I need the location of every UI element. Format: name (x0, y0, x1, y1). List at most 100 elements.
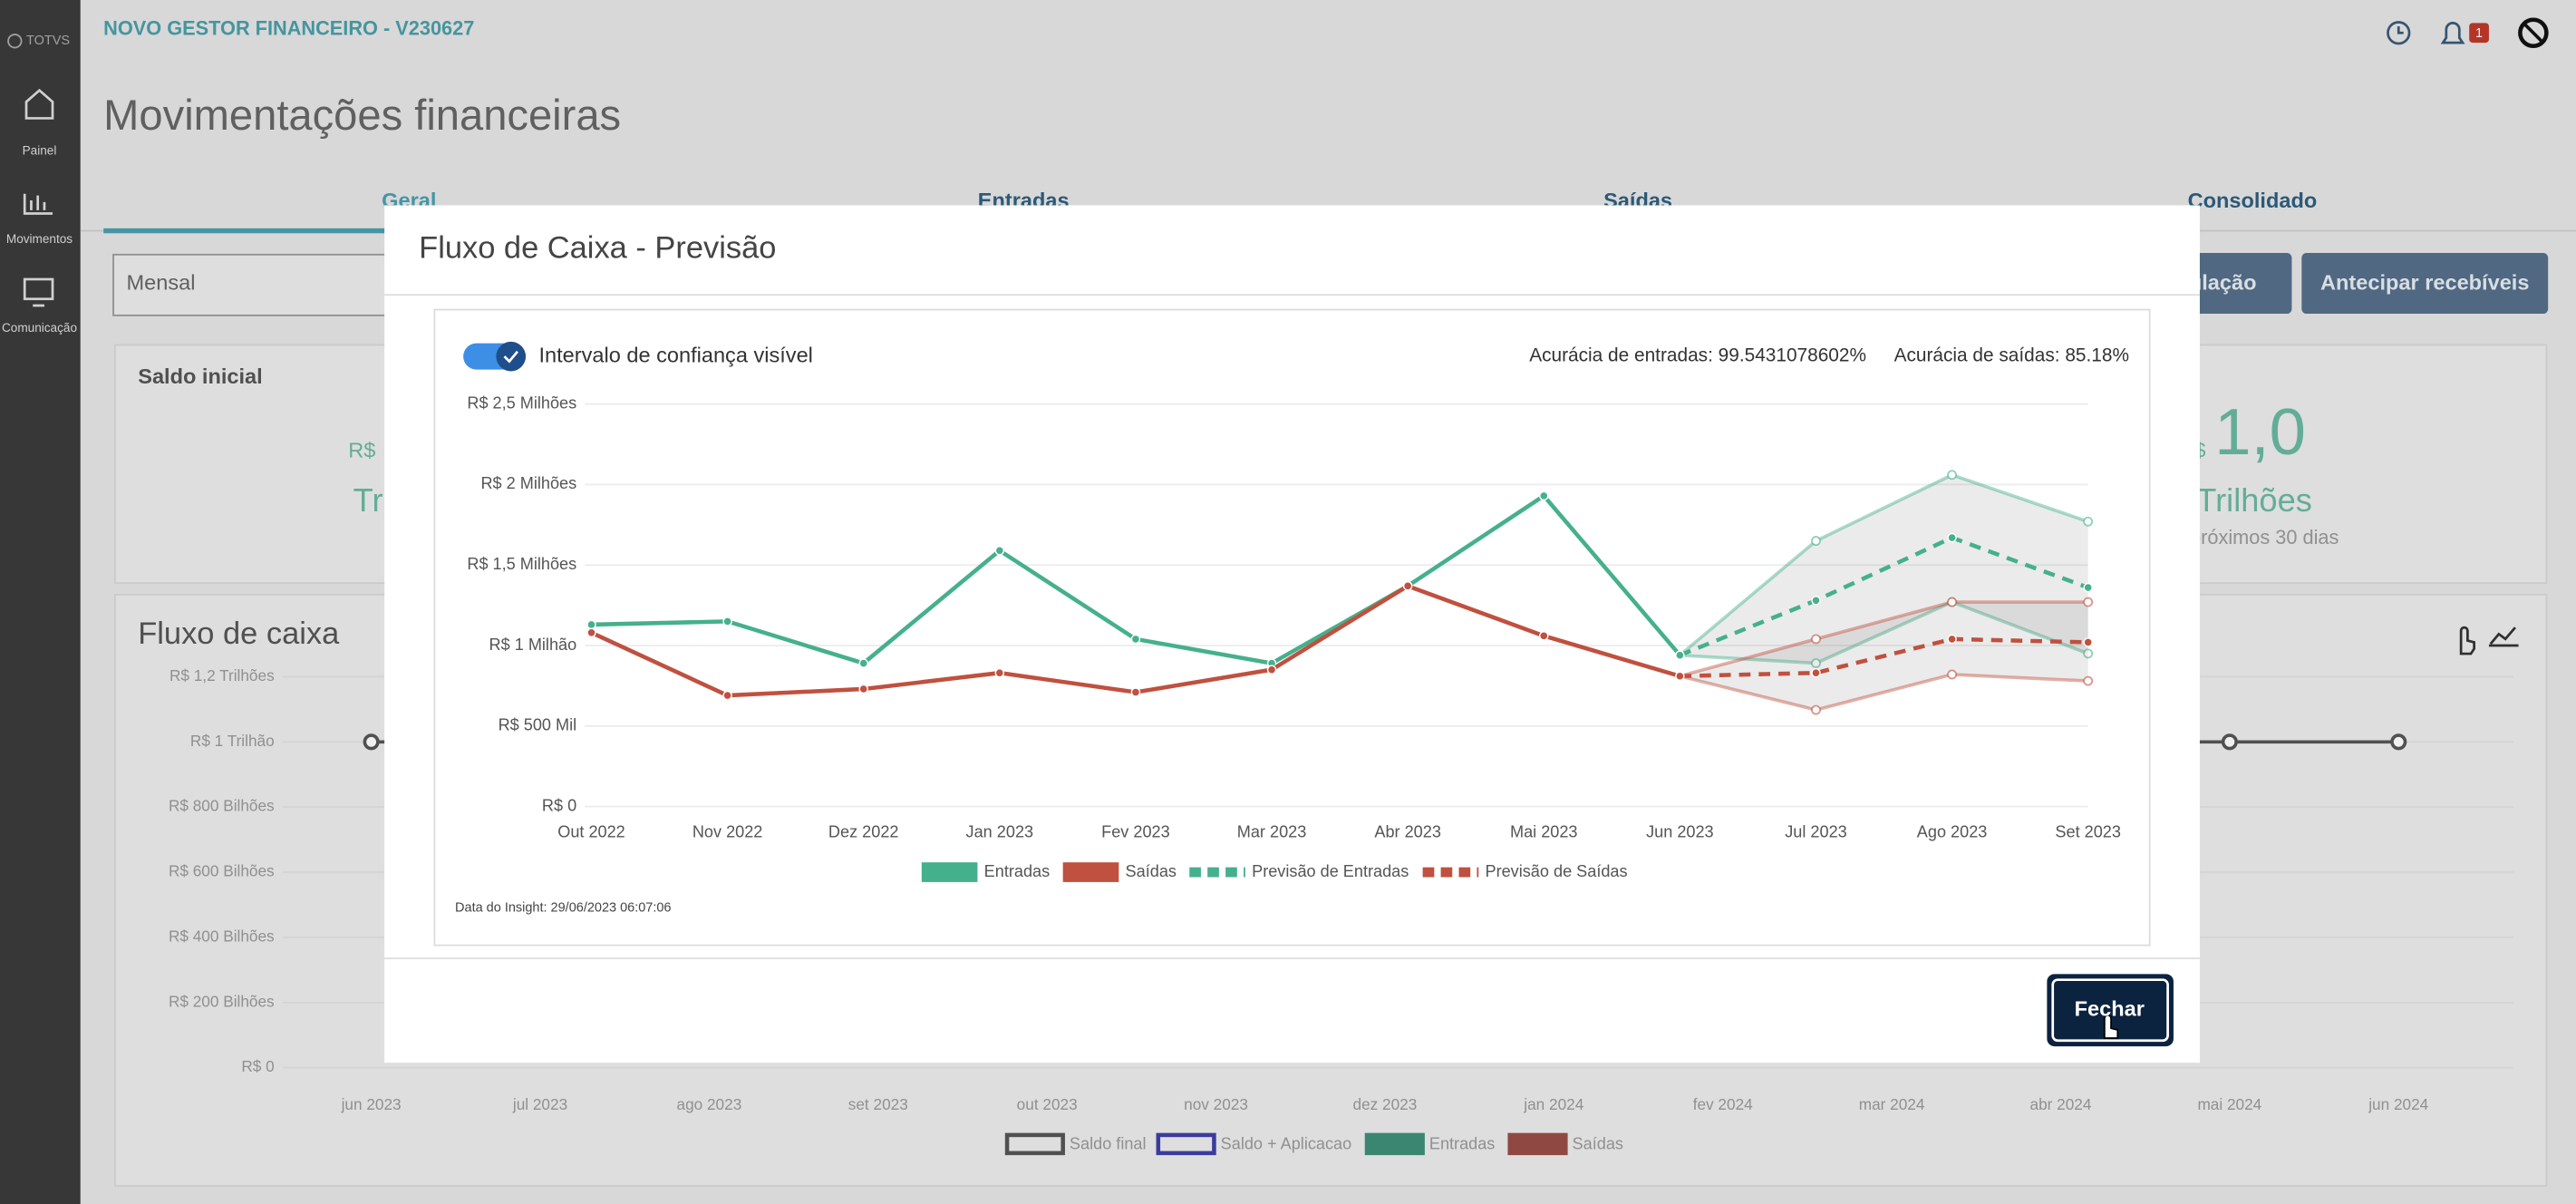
confidence-bound (1679, 472, 2089, 657)
x-tick-label: dez 2023 (1353, 1095, 1418, 1113)
sidebar-item: Movimentos (6, 232, 73, 246)
legend-label[interactable]: Saídas (1573, 1135, 1623, 1153)
series-point (1538, 631, 1549, 641)
header-icons (2387, 17, 2549, 48)
forecast-line (1679, 535, 2089, 657)
user-icon[interactable] (2518, 17, 2549, 48)
cursor (2103, 1014, 2119, 1039)
legend-label[interactable]: Saldo final (1070, 1135, 1147, 1153)
chart-tools (2459, 626, 2519, 655)
y-tick-label: R$ 200 Bilhões (169, 992, 275, 1010)
saldo-point (2390, 733, 2407, 751)
legend-label[interactable]: Previsão de Entradas (1252, 862, 1409, 880)
close-button-label[interactable]: Fechar (2075, 996, 2145, 1020)
close-button-focus (2051, 978, 2169, 1043)
sidebar-bg (0, 0, 81, 1204)
y-tick-label: R$ 2 Milhões (480, 474, 576, 492)
toggle-knob[interactable] (496, 341, 526, 372)
x-tick-label: Fev 2023 (1101, 822, 1170, 840)
legend-label[interactable]: Saldo + Aplicacao (1221, 1135, 1352, 1153)
home-icon[interactable] (24, 88, 54, 120)
confidence-bound (1679, 673, 2088, 712)
x-tick-label: Set 2023 (2055, 822, 2121, 840)
series-point (722, 690, 732, 701)
bound-point (1947, 669, 1958, 680)
user-icon-slash (2523, 23, 2543, 43)
legend-label[interactable]: Saídas (1126, 862, 1177, 880)
legend-label[interactable]: Entradas (1429, 1135, 1495, 1153)
legend-label[interactable]: Previsão de Saídas (1486, 862, 1628, 880)
anticipate-button[interactable] (2301, 253, 2549, 315)
legend-swatch[interactable] (1364, 1132, 1425, 1156)
card-value: 1,0 (2214, 395, 2306, 469)
sidebar-item: Painel (23, 143, 57, 157)
tab[interactable]: Consolidado (2188, 189, 2318, 212)
notification-count: 1 (2475, 26, 2483, 41)
series-point (858, 684, 868, 694)
series-point (2083, 582, 2093, 593)
legend-swatch[interactable] (1156, 1132, 1216, 1156)
bound-point (1811, 704, 1821, 715)
legend-swatch[interactable] (921, 862, 978, 882)
bound-point (1811, 634, 1821, 645)
forecast-line (1680, 636, 2088, 679)
communication-icon[interactable] (23, 277, 54, 301)
insight-date: Data do Insight: 29/06/2023 06:07:06 (455, 901, 671, 916)
chart-title: Fluxo de caixa (138, 617, 340, 651)
x-tick-label: Out 2022 (557, 822, 625, 840)
x-tick-label: Nov 2022 (692, 822, 763, 840)
x-tick-label: jun 2023 (341, 1095, 402, 1113)
x-tick-label: jul 2023 (512, 1095, 567, 1113)
bell-icon[interactable] (2440, 22, 2465, 44)
clock-hands (2397, 25, 2404, 34)
series-point (1675, 650, 1685, 660)
zoom-icon[interactable] (2488, 626, 2519, 647)
movements-icon[interactable] (23, 193, 53, 215)
series-point (586, 619, 596, 630)
legend-swatch[interactable] (1004, 1132, 1065, 1156)
card-caption: próximos 30 dias (2190, 526, 2339, 549)
modal-title: Fluxo de Caixa - Previsão (419, 230, 776, 265)
y-tick-label: R$ 800 Bilhões (169, 797, 275, 815)
bound-point (1811, 658, 1821, 668)
bound-point (2083, 597, 2094, 607)
bound-point (2083, 648, 2094, 659)
series-point (1675, 671, 1685, 681)
series-point (1130, 687, 1141, 697)
series-point (994, 667, 1005, 678)
card-title: Saldo inicial (138, 364, 262, 388)
app-title: NOVO GESTOR FINANCEIRO - V230627 (103, 16, 474, 39)
x-tick-label: out 2023 (1017, 1095, 1078, 1113)
x-tick-label: jan 2024 (1523, 1095, 1583, 1113)
x-tick-label: jun 2024 (2368, 1095, 2428, 1113)
page-title: Movimentações financeiras (103, 91, 621, 139)
x-tick-label: abr 2024 (2030, 1095, 2092, 1113)
bound-point (1811, 536, 1821, 547)
confidence-bound (1679, 600, 2088, 678)
card-currency: R$ (348, 438, 375, 461)
button-label: Antecipar recebíveis (2320, 271, 2529, 295)
modal-header-divider (384, 294, 2200, 296)
legend-swatch[interactable] (1507, 1132, 1568, 1156)
x-tick-label: Mai 2023 (1510, 822, 1578, 840)
pan-icon[interactable] (2459, 626, 2475, 655)
x-tick-label: set 2023 (848, 1095, 908, 1113)
y-tick-label: R$ 1,2 Trilhões (169, 666, 275, 685)
y-tick-label: R$ 600 Bilhões (169, 862, 275, 880)
series-point (1130, 634, 1141, 645)
bound-point (2083, 675, 2094, 686)
clock-icon[interactable] (2387, 21, 2411, 45)
bound-point (1947, 470, 1958, 481)
y-tick-label: R$ 400 Bilhões (169, 927, 275, 945)
saldo-point (2221, 733, 2238, 751)
card-unit: Tri (353, 481, 391, 519)
close-button[interactable] (2047, 974, 2174, 1047)
card-unit: Trilhões (2196, 481, 2312, 519)
legend-label[interactable]: Entradas (984, 862, 1050, 880)
series-point (722, 617, 732, 626)
legend-swatch[interactable] (1062, 862, 1119, 882)
series-point (1266, 665, 1277, 675)
logo: TOTVS (26, 34, 70, 48)
